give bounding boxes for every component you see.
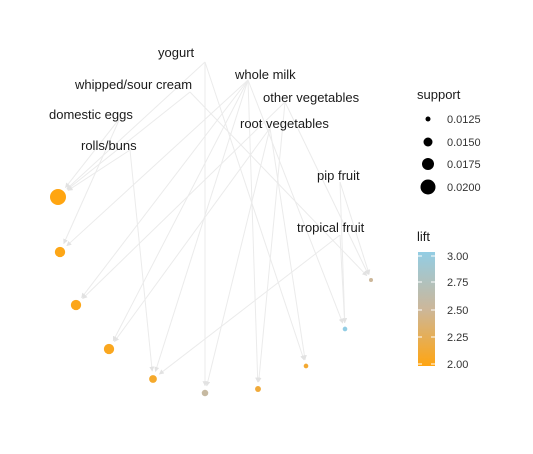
edge-7 <box>247 79 261 383</box>
support-legend-key-3 <box>422 158 434 170</box>
edge-24 <box>339 234 347 324</box>
item-labels: yogurt whole milk whipped/sour cream oth… <box>49 45 365 235</box>
edge-4 <box>81 79 249 299</box>
item-label-whipped-sour-cream: whipped/sour cream <box>74 77 192 92</box>
edge-16 <box>113 127 271 343</box>
edge-9 <box>66 91 191 190</box>
edge-18 <box>269 127 307 361</box>
item-label-other-vegetables: other vegetables <box>263 90 360 105</box>
rule-node-10 <box>369 278 373 282</box>
lift-legend: lift 3.00 2.75 2.50 2.25 2.00 <box>417 229 468 371</box>
edge-11 <box>82 101 286 299</box>
edge-23 <box>158 234 341 375</box>
item-label-rolls-buns: rolls/buns <box>81 138 137 153</box>
rule-node-layer <box>50 189 373 397</box>
lift-tick-2-25: 2.25 <box>447 332 468 344</box>
edge-0 <box>66 61 206 190</box>
edge-2 <box>204 61 305 361</box>
rule-node-1 <box>50 189 66 205</box>
support-legend-title: support <box>417 87 461 102</box>
lift-tick-3-00: 3.00 <box>447 251 468 263</box>
lift-tick-2-50: 2.50 <box>447 305 468 317</box>
item-label-yogurt: yogurt <box>158 45 195 60</box>
rule-node-8 <box>303 363 309 369</box>
edge-5 <box>112 79 249 342</box>
lift-tick-2-75: 2.75 <box>447 277 468 289</box>
lift-tick-2-00: 2.00 <box>447 359 468 371</box>
rule-node-9 <box>342 326 348 332</box>
rule-node-7 <box>255 386 261 392</box>
item-label-tropical-fruit: tropical fruit <box>297 220 365 235</box>
edge-19 <box>67 149 131 191</box>
support-legend-label-2: 0.0150 <box>447 137 481 149</box>
edge-3 <box>66 79 249 247</box>
edge-layer <box>63 61 371 387</box>
item-label-pip-fruit: pip fruit <box>317 168 360 183</box>
edge-17 <box>205 127 271 387</box>
support-legend-key-4 <box>420 179 436 195</box>
edge-21 <box>339 181 348 324</box>
edge-12 <box>256 101 286 383</box>
edge-6 <box>154 79 249 372</box>
item-label-root-vegetables: root vegetables <box>240 116 329 131</box>
support-legend-label-1: 0.0125 <box>447 114 481 126</box>
edge-13 <box>284 101 369 276</box>
item-label-whole-milk: whole milk <box>234 67 296 82</box>
edge-15 <box>63 117 121 245</box>
support-legend-key-1 <box>425 116 431 122</box>
rule-node-2 <box>54 246 66 258</box>
support-legend-label-3: 0.0175 <box>447 159 481 171</box>
rule-node-3 <box>70 299 82 311</box>
edge-20 <box>129 149 155 372</box>
support-legend-label-4: 0.0200 <box>447 182 481 194</box>
support-legend: support 0.0125 0.0150 0.0175 0.0200 <box>417 87 481 195</box>
rule-node-5 <box>149 375 157 383</box>
rule-node-4 <box>103 343 115 355</box>
support-legend-key-2 <box>423 137 433 147</box>
edge-22 <box>339 181 371 275</box>
lift-colorbar <box>418 252 435 366</box>
rule-node-6 <box>201 389 209 397</box>
edge-14 <box>65 117 121 188</box>
lift-legend-title: lift <box>417 229 430 244</box>
item-label-domestic-eggs: domestic eggs <box>49 107 133 122</box>
